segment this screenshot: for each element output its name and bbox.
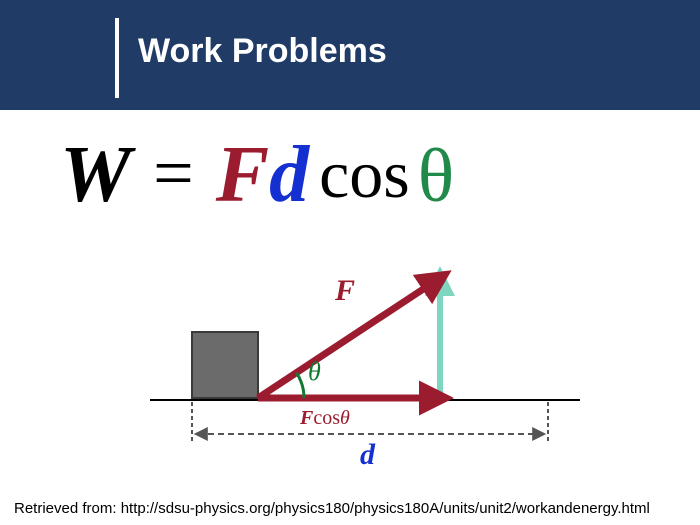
force-diagram: F θ Fcosθ d (150, 240, 610, 470)
slide-header: Work Problems (0, 0, 700, 110)
slide-title: Work Problems (138, 32, 387, 71)
header-divider (115, 18, 119, 98)
work-equation: W = Fd cos θ (60, 130, 454, 221)
theta-label: θ (308, 357, 321, 386)
fcos-label: Fcosθ (299, 407, 350, 429)
eq-W: W (60, 131, 131, 219)
eq-theta: θ (414, 134, 454, 218)
block (192, 332, 258, 398)
eq-cos: cos (313, 136, 410, 212)
eq-F: F (216, 131, 269, 219)
eq-d: d (269, 131, 309, 219)
d-label: d (360, 438, 376, 470)
citation-text: Retrieved from: http://sdsu-physics.org/… (14, 500, 650, 517)
f-label: F (334, 274, 355, 307)
theta-arc (296, 373, 304, 398)
eq-equals: = (135, 133, 212, 213)
